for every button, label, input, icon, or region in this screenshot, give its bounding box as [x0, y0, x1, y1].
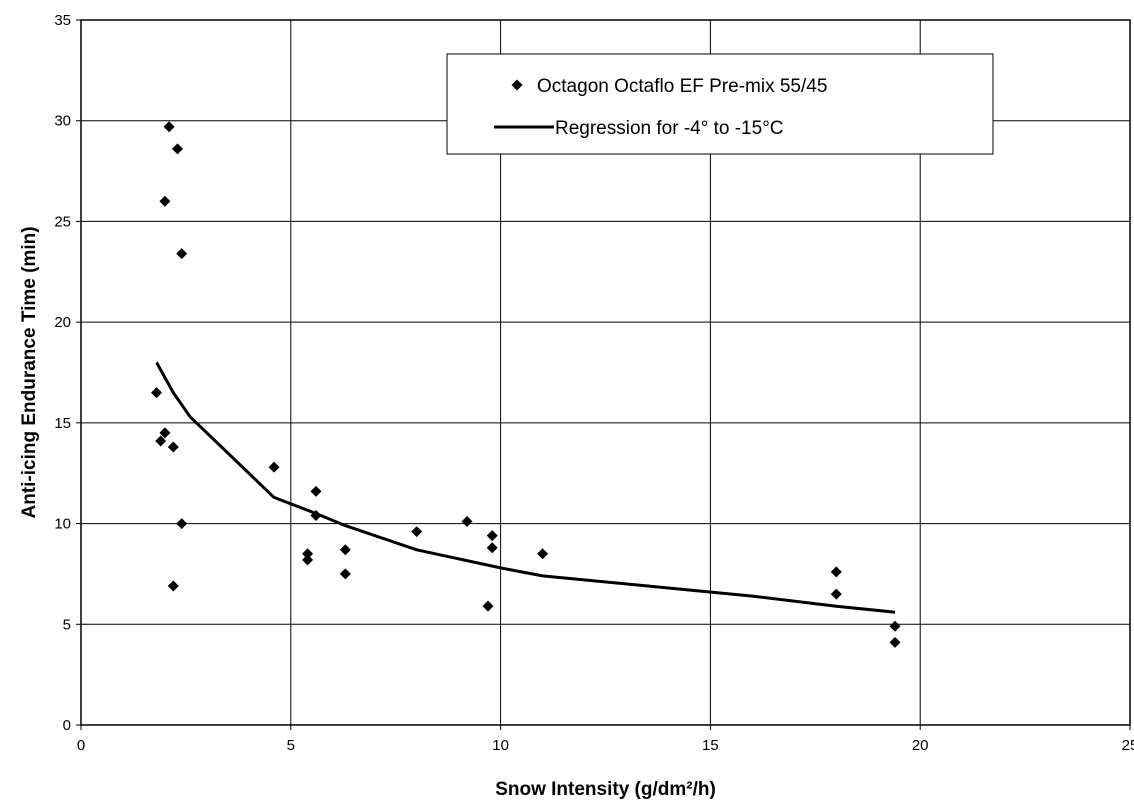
data-point — [339, 544, 351, 556]
x-axis-title: Snow Intensity (g/dm²/h) — [495, 779, 716, 800]
legend-label-scatter: Octagon Octaflo EF Pre-mix 55/45 — [537, 76, 827, 97]
x-tick-label: 0 — [77, 737, 85, 754]
legend-diamond-marker — [511, 79, 523, 91]
data-point — [486, 542, 498, 554]
data-point — [482, 600, 494, 612]
y-tick-label: 15 — [54, 415, 71, 432]
y-tick-label: 25 — [54, 213, 71, 230]
data-point — [167, 441, 179, 453]
data-point — [889, 620, 901, 632]
data-point — [167, 580, 179, 592]
regression-line — [155, 361, 896, 614]
axis-ticks: 0 5 10 15 20 25 30 35 0 5 10 15 20 25 — [54, 12, 1134, 754]
data-point — [411, 526, 423, 538]
data-point — [830, 588, 842, 600]
data-point — [151, 387, 163, 399]
data-point — [889, 636, 901, 648]
data-point — [310, 485, 322, 497]
data-point — [461, 516, 473, 528]
data-point — [159, 195, 171, 207]
x-tick-label: 15 — [702, 737, 719, 754]
data-series — [151, 121, 901, 648]
data-point — [339, 568, 351, 580]
data-point — [302, 548, 314, 560]
y-tick-label: 30 — [54, 113, 71, 130]
data-point — [268, 461, 280, 473]
legend: Octagon Octaflo EF Pre-mix 55/45 Regress… — [446, 53, 994, 155]
data-point — [486, 530, 498, 542]
legend-label-regression: Regression for -4° to -15°C — [555, 118, 784, 139]
data-point — [163, 121, 175, 133]
data-point — [176, 248, 188, 260]
data-point — [302, 554, 314, 566]
y-tick-label: 35 — [54, 12, 71, 29]
data-point — [176, 518, 188, 530]
x-tick-label: 10 — [492, 737, 509, 754]
plot-area — [80, 19, 1131, 726]
x-tick-label: 5 — [287, 737, 295, 754]
y-tick-label: 10 — [54, 516, 71, 533]
y-axis-title: Anti-icing Endurance Time (min) — [19, 226, 40, 518]
data-point — [172, 143, 184, 155]
x-tick-label: 20 — [912, 737, 929, 754]
y-tick-label: 20 — [54, 314, 71, 331]
data-point — [159, 427, 171, 439]
legend-box — [446, 53, 994, 155]
x-tick-label: 25 — [1122, 737, 1134, 754]
y-tick-label: 5 — [63, 616, 71, 633]
data-point — [830, 566, 842, 578]
data-point — [537, 548, 549, 560]
y-tick-label: 0 — [63, 717, 71, 734]
data-point — [155, 435, 167, 447]
